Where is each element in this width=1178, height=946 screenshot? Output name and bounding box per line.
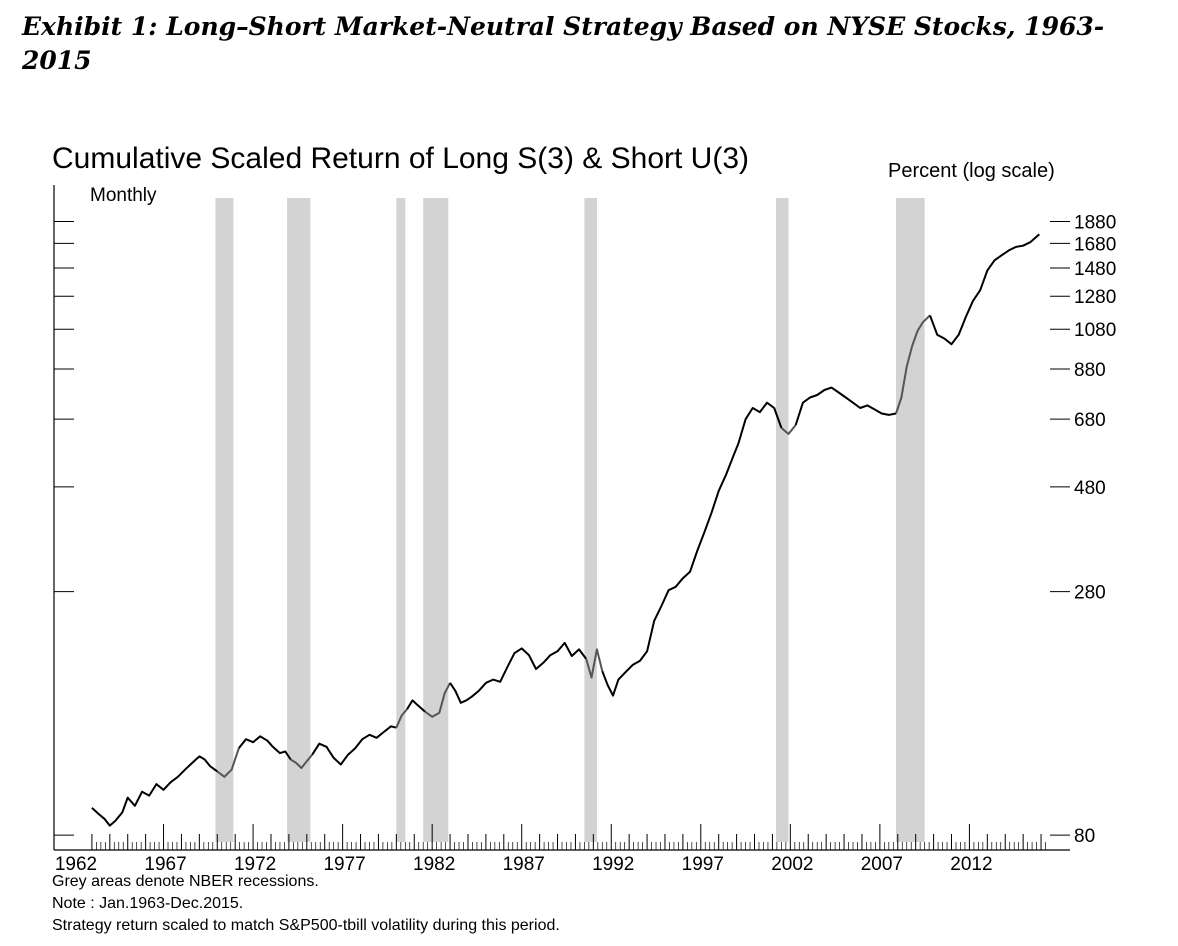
x-tick-label: 2002: [771, 854, 813, 875]
series-line: [238, 735, 292, 761]
y-tick-label: 80: [1074, 826, 1095, 847]
series-line: [395, 708, 408, 729]
note-scaling: Strategy return scaled to match S&P500-t…: [52, 917, 560, 934]
recession-band: [423, 198, 449, 842]
recession-band: [287, 198, 311, 842]
chart-title: Cumulative Scaled Return of Long S(3) & …: [52, 142, 749, 175]
recession-band: [895, 198, 925, 842]
y-tick-label: 1680: [1074, 234, 1116, 255]
x-tick-label: 1972: [234, 854, 276, 875]
y-tick-label: 1880: [1074, 213, 1116, 234]
series-line: [406, 699, 426, 713]
series-line: [794, 386, 897, 426]
x-tick-label: 1977: [323, 854, 365, 875]
series-line: [424, 682, 451, 718]
recession-band: [396, 198, 406, 842]
series-line: [91, 755, 218, 827]
note-recessions: Grey areas denote NBER recessions.: [52, 873, 319, 890]
y-tick-label: 480: [1074, 478, 1106, 499]
series-line: [895, 314, 931, 414]
x-tick-label: 2012: [950, 854, 992, 875]
series-line: [290, 754, 313, 769]
y-tick-label: 680: [1074, 410, 1106, 431]
y-tick-label: 1080: [1074, 320, 1116, 341]
x-tick-label: 1982: [413, 854, 455, 875]
series-line: [216, 747, 240, 778]
y-tick-label: 880: [1074, 360, 1106, 381]
exhibit-title: Exhibit 1: Long–Short Market-Neutral Str…: [22, 12, 1105, 75]
series-line: [601, 401, 783, 697]
x-tick-label: 1987: [503, 854, 545, 875]
note-sample-period: Note : Jan.1963-Dec.2015.: [52, 895, 244, 912]
x-tick-label: 1992: [592, 854, 634, 875]
x-tick-label: 2007: [861, 854, 903, 875]
series-line: [585, 648, 604, 679]
series-line: [311, 725, 397, 766]
y-tick-label: 1480: [1074, 259, 1116, 280]
series-line: [449, 641, 587, 704]
recession-band: [215, 198, 234, 842]
x-tick-label: 1997: [682, 854, 724, 875]
y-tick-label: 1280: [1074, 287, 1116, 308]
y-tick-label: 280: [1074, 583, 1106, 604]
recession-band: [776, 198, 789, 842]
series-line: [780, 424, 797, 435]
y-axis-label: Percent (log scale): [888, 160, 1055, 182]
series-line: [929, 233, 1040, 346]
chart-notes: Grey areas denote NBER recessions. Note …: [52, 871, 560, 937]
recession-band: [584, 198, 597, 842]
frequency-label: Monthly: [90, 185, 157, 206]
x-tick-label: 1967: [144, 854, 186, 875]
x-tick-label: 1962: [55, 854, 97, 875]
